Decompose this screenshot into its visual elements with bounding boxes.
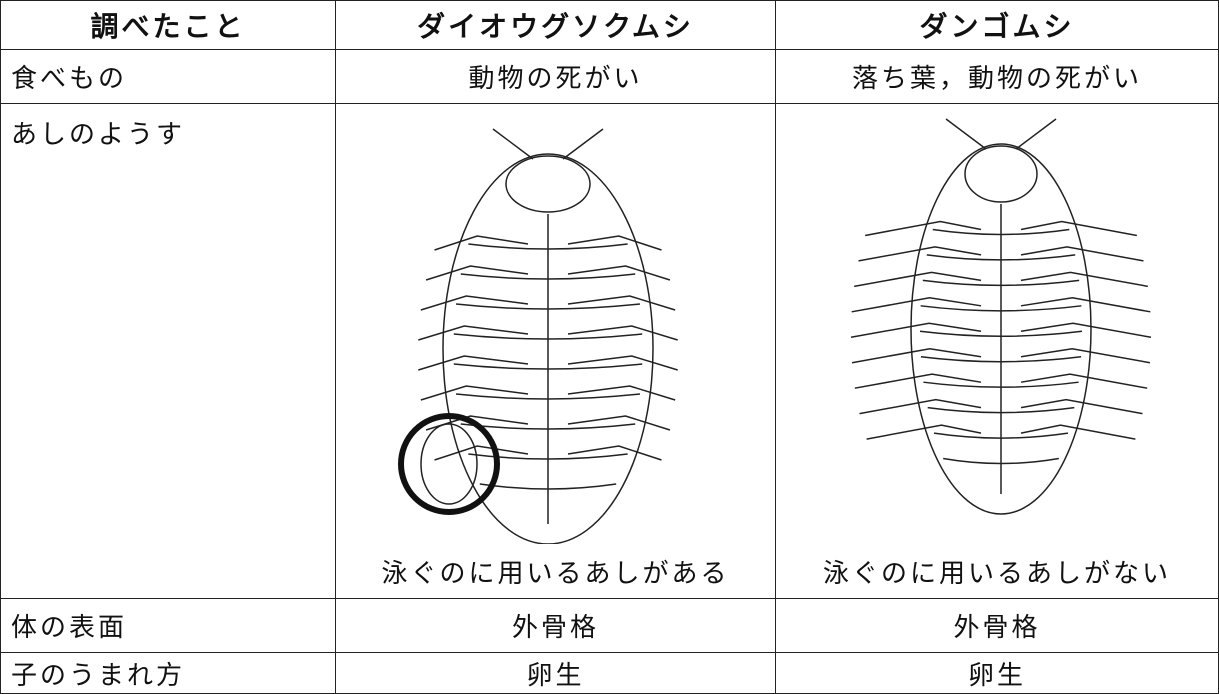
leg (1020, 271, 1148, 288)
leg (425, 265, 529, 281)
leg (1020, 297, 1151, 313)
leg (851, 347, 982, 364)
leg (854, 271, 982, 288)
cell: 子のうまれ方 (0, 652, 336, 694)
leg (420, 295, 529, 311)
cell: 動物の死がい (335, 49, 776, 104)
leg (1020, 246, 1144, 262)
cell: 外骨格 (775, 598, 1219, 653)
row: 子のうまれ方 卵生 卵生 (0, 652, 1219, 694)
antenna (945, 118, 987, 150)
header-cell: ダンゴムシ (775, 0, 1219, 50)
cell: 落ち葉，動物の死がい (775, 49, 1219, 104)
leg (858, 246, 982, 262)
leg (567, 325, 678, 341)
row: 体の表面 外骨格 外骨格 (0, 598, 1219, 653)
cell: 泳ぐのに用いるあしがない (775, 103, 1219, 599)
leg (1020, 220, 1137, 237)
leg (418, 325, 529, 341)
cell: 卵生 (775, 652, 1219, 694)
caption: 泳ぐのに用いるあしがない (822, 559, 1171, 589)
leg (854, 373, 982, 389)
leg (866, 424, 982, 440)
leg (418, 355, 529, 371)
leg (1020, 424, 1136, 440)
header-row: 調べたこと ダイオウグソクムシ ダンゴムシ (0, 0, 1219, 50)
leg (420, 385, 529, 401)
leg (567, 355, 678, 371)
row: 食べもの 動物の死がい 落ち葉，動物の死がい (0, 49, 1219, 104)
antenna (562, 128, 604, 160)
leg (1020, 347, 1151, 364)
leg (1020, 322, 1152, 339)
cell: 外骨格 (335, 598, 776, 653)
illustration (398, 128, 678, 544)
cell: 食べもの (0, 49, 336, 104)
swim-leg (420, 423, 478, 505)
leg (567, 445, 662, 461)
header-cell: 調べたこと (0, 0, 336, 50)
leg (851, 297, 982, 313)
body-outline (442, 153, 654, 544)
row: あしのようす 泳ぐのに用いるあしがある 泳ぐのに用いるあしがない (0, 103, 1219, 599)
leg (859, 398, 982, 415)
antenna (1015, 118, 1057, 150)
leg (567, 265, 671, 281)
head (505, 155, 591, 213)
leg (434, 445, 529, 461)
cell: 泳ぐのに用いるあしがある (335, 103, 776, 599)
leg (567, 415, 671, 431)
head (964, 145, 1038, 203)
body-outline (910, 143, 1092, 515)
cell: 体の表面 (0, 598, 336, 653)
leg (850, 322, 982, 339)
leg (1020, 373, 1148, 389)
header-cell: ダイオウグソクムシ (335, 0, 776, 50)
illustration (850, 118, 1152, 515)
cell: あしのようす (0, 103, 336, 599)
caption: 泳ぐのに用いるあしがある (381, 559, 730, 589)
antenna (492, 128, 534, 160)
leg (1020, 398, 1143, 415)
highlight-circle (398, 413, 500, 515)
leg (434, 235, 529, 251)
leg (567, 385, 676, 401)
leg (567, 295, 676, 311)
cell: 卵生 (335, 652, 776, 694)
leg (567, 235, 662, 251)
leg (865, 220, 982, 237)
